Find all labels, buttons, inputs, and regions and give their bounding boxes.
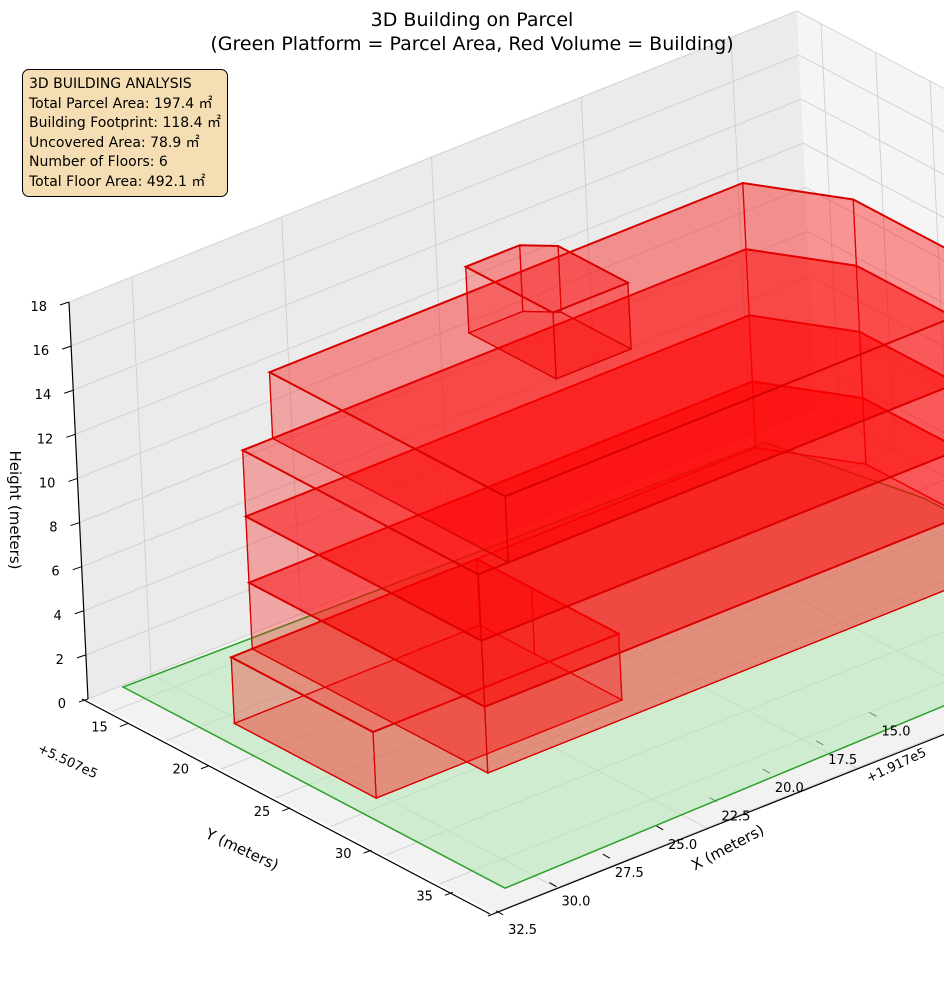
y-tick-label: 35 bbox=[416, 889, 433, 904]
grid-line-x bbox=[493, 732, 944, 914]
x-tick-label: 15.0 bbox=[882, 724, 911, 739]
grid-line-z bbox=[70, 54, 944, 347]
x-tick-label: 27.5 bbox=[615, 866, 644, 881]
tick-labels: 0 2 4 6 8 10 12 14 16 18 15 20 25 30 35 15.0 17.5 20.0 22.… bbox=[30, 300, 910, 938]
floor-top-face bbox=[463, 244, 631, 314]
z-tick-label: 12 bbox=[37, 432, 54, 447]
x-axis-line bbox=[487, 733, 944, 917]
z-axis-line bbox=[68, 301, 89, 700]
z-tick-mark bbox=[74, 610, 84, 615]
parcel-platform bbox=[121, 441, 944, 890]
x-tick-label: 32.5 bbox=[508, 923, 537, 938]
x-tick-mark bbox=[549, 882, 557, 887]
x-tick-label: 17.5 bbox=[828, 753, 857, 768]
z-tick-label: 10 bbox=[39, 476, 56, 491]
z-tick-mark bbox=[64, 389, 74, 394]
info-line-parcel-area: Total Parcel Area: 197.4 ㎡ bbox=[29, 95, 213, 112]
back-wall-y-pane bbox=[797, 11, 944, 476]
grid-line-z bbox=[81, 275, 944, 568]
x-tick-label: 20.0 bbox=[775, 781, 804, 796]
z-tick-label: 14 bbox=[35, 388, 52, 403]
z-tick-label: 18 bbox=[30, 300, 47, 315]
chart-title: 3D Building on Parcel bbox=[371, 9, 574, 31]
z-tick-mark bbox=[78, 698, 89, 703]
y-tick-label: 25 bbox=[254, 805, 271, 820]
y-tick-label: 20 bbox=[172, 763, 189, 778]
y-axis-label: Y (meters) bbox=[202, 824, 282, 874]
y-tick-mark bbox=[282, 807, 291, 812]
floor-2 bbox=[246, 380, 944, 775]
y-tick-mark bbox=[119, 723, 128, 728]
z-tick-mark bbox=[70, 522, 80, 527]
x-tick-label: 25.0 bbox=[668, 838, 697, 853]
y-axis-line bbox=[81, 698, 491, 915]
grid-line-z bbox=[68, 10, 944, 303]
x-tick-label: 30.0 bbox=[561, 895, 590, 910]
info-line-floor-area: Total Floor Area: 492.1 ㎡ bbox=[29, 173, 206, 190]
x-tick-mark bbox=[655, 825, 664, 831]
z-tick-label: 16 bbox=[33, 344, 50, 359]
floor-3 bbox=[243, 314, 944, 708]
y-tick-label: 15 bbox=[91, 721, 108, 736]
z-tick-mark bbox=[76, 654, 87, 659]
z-tick-label: 2 bbox=[56, 653, 64, 668]
z-tick-label: 0 bbox=[58, 697, 66, 712]
floor-wall bbox=[477, 387, 944, 642]
grid-line-z bbox=[83, 319, 944, 612]
z-tick-mark bbox=[59, 301, 70, 306]
building-volume bbox=[228, 181, 944, 800]
grid-line-z bbox=[85, 363, 944, 656]
y-tick-mark bbox=[444, 891, 454, 896]
analysis-info-box: 3D BUILDING ANALYSIS Total Parcel Area: … bbox=[22, 69, 228, 197]
floor-wall bbox=[504, 320, 944, 564]
x-tick-mark bbox=[602, 853, 611, 859]
y-tick-mark bbox=[363, 849, 372, 854]
z-tick-label: 4 bbox=[53, 609, 61, 624]
floor-wall bbox=[484, 522, 944, 774]
floor-1 bbox=[228, 557, 624, 800]
z-tick-mark bbox=[68, 477, 78, 482]
x-tick-label: 22.5 bbox=[722, 809, 751, 824]
grid-line-z bbox=[75, 142, 944, 435]
grid-line-z bbox=[79, 231, 944, 524]
y-axis-offset: +5.507e5 bbox=[35, 741, 100, 782]
info-heading: 3D BUILDING ANALYSIS bbox=[29, 76, 192, 92]
z-tick-label: 6 bbox=[51, 565, 59, 580]
info-line-floors: Number of Floors: 6 bbox=[29, 154, 168, 170]
chart-subtitle: (Green Platform = Parcel Area, Red Volum… bbox=[210, 33, 733, 55]
floor-5 bbox=[267, 181, 944, 564]
z-tick-mark bbox=[61, 345, 72, 350]
z-tick-mark bbox=[66, 433, 76, 438]
grid-line-z bbox=[77, 186, 944, 479]
back-wall-x-pane bbox=[69, 11, 816, 699]
y-tick-label: 30 bbox=[335, 847, 352, 862]
z-axis-label: Height (meters) bbox=[6, 451, 24, 570]
grid-line-z bbox=[87, 407, 944, 700]
floor-6 bbox=[463, 244, 633, 380]
grid-line-z bbox=[73, 98, 944, 391]
parcel-polygon bbox=[121, 441, 944, 890]
z-tick-label: 8 bbox=[49, 521, 57, 536]
info-line-uncovered: Uncovered Area: 78.9 ㎡ bbox=[29, 134, 200, 151]
info-line-footprint: Building Footprint: 118.4 ㎡ bbox=[29, 115, 222, 131]
floor-top-face bbox=[267, 181, 944, 498]
z-tick-mark bbox=[72, 566, 82, 571]
x-tick-mark bbox=[495, 910, 504, 916]
y-tick-mark bbox=[200, 765, 210, 770]
floor-wall bbox=[480, 455, 944, 708]
